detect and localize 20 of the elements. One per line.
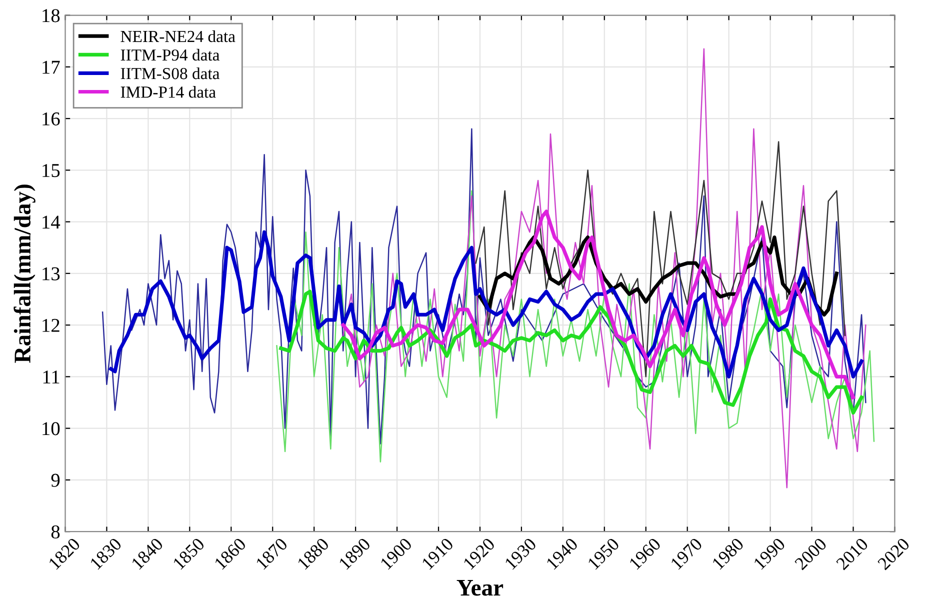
y-tick-label: 17 (42, 60, 60, 74)
y-tick-label: 16 (42, 112, 60, 126)
y-tick-label: 10 (42, 422, 60, 436)
y-tick-label: 14 (42, 216, 60, 229)
y-tick-label: 9 (51, 474, 60, 487)
legend-label: IMD-P14 data (120, 86, 216, 98)
x-tick-label: 1880 (297, 537, 330, 570)
y-axis-title: Rainfall(mm/day) (14, 184, 36, 363)
y-tick-label: 11 (43, 370, 60, 384)
legend-label: NEIR-NE24 data (120, 30, 236, 42)
y-tick-label: 12 (42, 318, 60, 332)
y-tick-label: 18 (42, 9, 60, 22)
y-tick-label: 15 (42, 164, 60, 178)
x-axis-title: Year (456, 580, 504, 596)
legend-label: IITM-S08 data (120, 67, 220, 80)
y-tick-label: 8 (51, 525, 60, 539)
y-tick-label: 13 (42, 267, 60, 280)
legend-label: IITM-P94 data (120, 48, 220, 61)
x-tick-label: 1890 (338, 537, 372, 570)
x-tick-label: 1870 (256, 537, 288, 570)
